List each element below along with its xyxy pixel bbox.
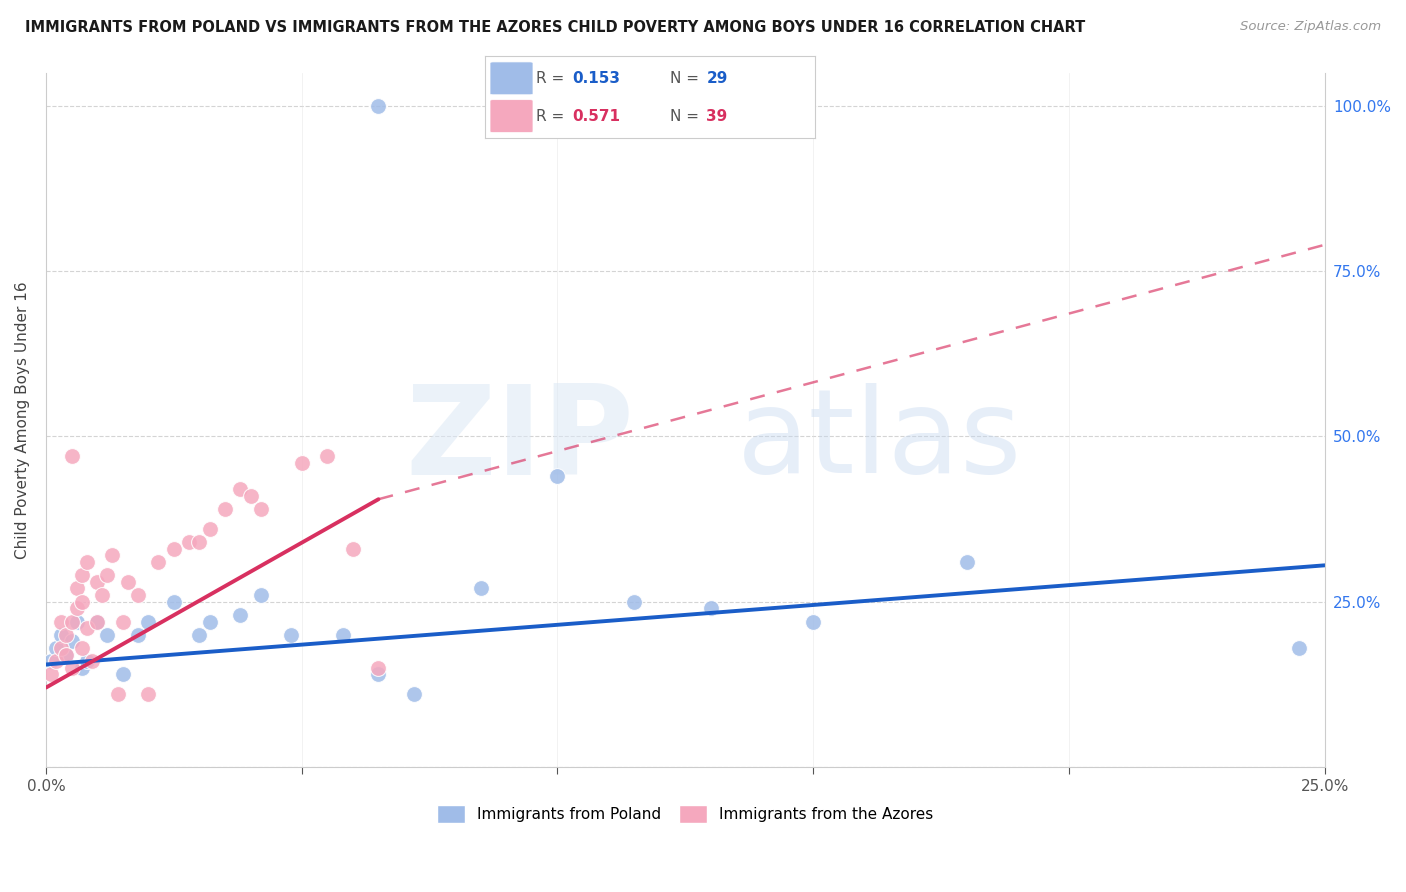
Point [55,648,77,662]
Text: IMMIGRANTS FROM POLAND VS IMMIGRANTS FROM THE AZORES CHILD POVERTY AMONG BOYS UN: IMMIGRANTS FROM POLAND VS IMMIGRANTS FRO… [25,20,1085,35]
Point [188,628,211,642]
Point [239,489,262,503]
Point [66,582,89,596]
Point [163,595,186,609]
Point [280,628,302,642]
Text: atlas: atlas [737,384,1022,499]
Text: R =: R = [536,109,569,124]
Point [60,634,83,648]
Point [229,607,252,622]
Point [96,568,118,582]
Point [367,661,389,675]
Point [55,648,77,662]
Point [70,595,93,609]
Point [136,687,159,701]
Point [51,640,73,655]
Point [66,615,89,629]
Point [51,615,73,629]
Point [111,667,134,681]
Point [179,535,201,549]
Point [86,615,108,629]
Point [291,456,314,470]
Point [198,522,221,536]
Point [163,541,186,556]
Point [60,661,83,675]
Point [111,615,134,629]
Point [249,588,271,602]
Point [367,667,389,681]
Point [127,588,149,602]
Point [404,687,426,701]
Text: N =: N = [671,109,704,124]
Point [91,588,114,602]
Point [107,687,129,701]
Point [332,628,354,642]
Point [229,483,252,497]
Text: ZIP: ZIP [405,380,634,501]
Point [801,615,824,629]
Point [86,615,108,629]
Point [96,628,118,642]
Text: R =: R = [536,70,569,86]
Point [70,568,93,582]
Point [101,549,124,563]
Point [76,555,98,569]
Point [623,595,645,609]
Point [45,654,67,668]
Legend: Immigrants from Poland, Immigrants from the Azores: Immigrants from Poland, Immigrants from … [432,798,939,829]
Point [546,469,568,483]
Point [60,450,83,464]
Point [214,502,236,516]
Text: 29: 29 [706,70,728,86]
Point [51,628,73,642]
Y-axis label: Child Poverty Among Boys Under 16: Child Poverty Among Boys Under 16 [15,281,30,558]
Text: N =: N = [671,70,704,86]
Point [117,574,139,589]
Point [316,450,339,464]
Text: 0.153: 0.153 [572,70,620,86]
Point [39,667,62,681]
Text: 39: 39 [706,109,728,124]
Point [956,555,979,569]
Point [136,615,159,629]
Point [148,555,170,569]
Text: 0.571: 0.571 [572,109,620,124]
Point [367,99,389,113]
Text: Source: ZipAtlas.com: Source: ZipAtlas.com [1240,20,1381,33]
Point [188,535,211,549]
Point [1288,640,1310,655]
Point [127,628,149,642]
Point [76,654,98,668]
Point [249,502,271,516]
Point [76,621,98,635]
Point [80,654,103,668]
Point [86,574,108,589]
FancyBboxPatch shape [491,62,533,95]
Point [70,661,93,675]
FancyBboxPatch shape [491,100,533,133]
Point [470,582,492,596]
Point [342,541,364,556]
Point [60,615,83,629]
Point [700,601,723,615]
Point [70,640,93,655]
Point [45,640,67,655]
Point [198,615,221,629]
Point [55,628,77,642]
Point [39,654,62,668]
Point [66,601,89,615]
